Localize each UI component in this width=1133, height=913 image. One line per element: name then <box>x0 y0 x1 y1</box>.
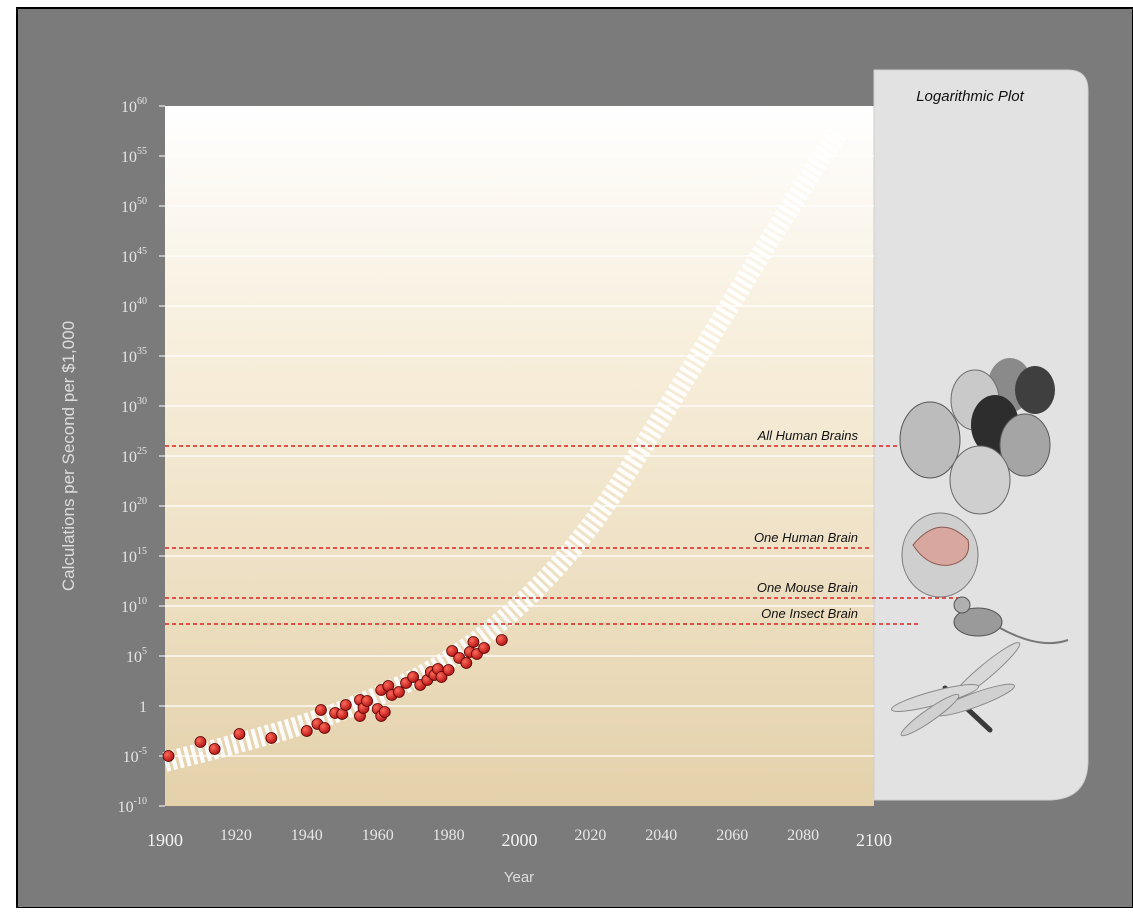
y-tick-label: 105 <box>126 646 147 666</box>
panel-title: Logarithmic Plot <box>916 88 1024 105</box>
trend-band <box>162 125 847 772</box>
reference-label: One Human Brain <box>754 530 858 545</box>
data-point <box>378 706 391 718</box>
x-tick-label: 2100 <box>856 830 892 850</box>
reference-label: One Insect Brain <box>761 606 858 621</box>
x-tick-label: 1920 <box>220 827 252 844</box>
y-tick-label: 1030 <box>121 396 147 416</box>
x-tick-label: 2060 <box>716 827 748 844</box>
y-tick-label: 1035 <box>121 346 147 366</box>
data-point <box>233 728 246 740</box>
x-tick-label: 1980 <box>433 827 465 844</box>
x-tick-label: 1900 <box>147 830 183 850</box>
data-point <box>162 750 175 762</box>
heads-illustration <box>899 358 1055 515</box>
x-axis-label: Year <box>504 869 534 886</box>
data-point <box>495 634 508 646</box>
y-tick-label: 1025 <box>121 446 147 466</box>
data-point <box>393 686 405 698</box>
data-points <box>162 634 508 762</box>
data-point <box>442 664 455 676</box>
x-tick-label: 2040 <box>645 827 677 844</box>
data-point <box>435 671 448 683</box>
data-point <box>265 732 278 744</box>
y-tick-label: 1060 <box>121 96 147 116</box>
x-tick-label: 2000 <box>502 830 538 850</box>
reference-label: All Human Brains <box>757 428 859 443</box>
data-point <box>446 645 459 657</box>
data-point <box>407 671 420 683</box>
data-point <box>467 636 480 648</box>
data-point <box>478 642 490 654</box>
data-point <box>339 699 352 711</box>
y-tick-labels: 1060 1055 1050 1045 1040 1035 1030 1025 1020 1015… <box>118 96 147 816</box>
grid-lines <box>159 105 874 807</box>
y-tick-label: 1015 <box>121 546 147 566</box>
data-point <box>300 725 313 737</box>
y-axis-label: Calculations per Second per $1,000 <box>59 321 78 591</box>
x-tick-label: 1940 <box>291 827 323 844</box>
y-tick-label: 10-5 <box>123 746 147 766</box>
data-point <box>208 743 221 755</box>
y-tick-label: 1050 <box>121 196 147 216</box>
y-tick-label: 1 <box>139 699 147 716</box>
y-tick-label: 1055 <box>121 146 147 166</box>
data-point <box>460 657 473 669</box>
y-tick-label: 10-10 <box>118 796 147 816</box>
data-point <box>315 704 327 716</box>
mouse-illustration <box>953 596 1069 645</box>
data-point <box>194 736 207 748</box>
brain-illustration <box>901 512 979 598</box>
x-tick-labels: 1900 1920 1940 1960 1980 2000 2020 2040 2060 2080… <box>147 827 892 850</box>
reference-lines: All Human Brains One Human Brain One Mouse… <box>165 428 960 625</box>
trend-curve <box>162 125 847 772</box>
reference-label: One Mouse Brain <box>757 580 858 595</box>
dragonfly-illustration <box>890 642 1021 737</box>
y-tick-label: 1045 <box>121 246 147 266</box>
y-tick-label: 1040 <box>121 296 147 316</box>
x-tick-label: 1960 <box>362 827 394 844</box>
x-tick-label: 2080 <box>787 827 819 844</box>
data-point <box>361 695 373 707</box>
x-tick-label: 2020 <box>574 827 606 844</box>
y-tick-label: 1010 <box>121 596 147 616</box>
data-point <box>318 722 331 734</box>
y-tick-label: 1020 <box>121 496 147 516</box>
